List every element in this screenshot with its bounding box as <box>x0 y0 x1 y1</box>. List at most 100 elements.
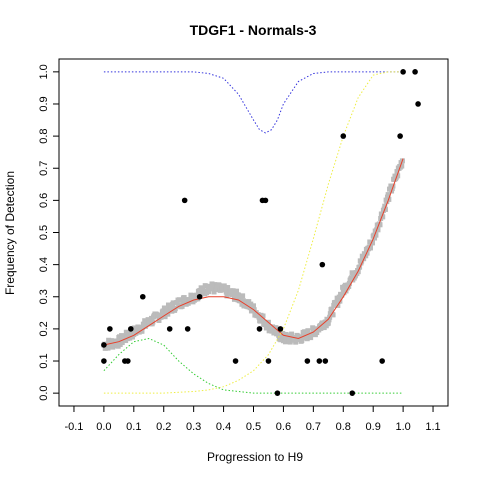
gray-band-point <box>367 245 373 251</box>
gray-band-point <box>293 339 299 345</box>
data-point <box>397 133 403 139</box>
data-point <box>262 197 269 204</box>
gray-band-point <box>349 270 355 276</box>
y-axis-label: Frequency of Detection <box>3 171 17 295</box>
data-point <box>400 69 406 75</box>
data-point <box>304 358 311 364</box>
gray-band-point <box>372 235 378 241</box>
gray-band-point <box>385 192 391 198</box>
blue-dotted-line <box>103 71 404 134</box>
x-tick-label: 0.9 <box>366 421 381 433</box>
gray-band-point <box>289 331 295 337</box>
y-tick-label: 0.2 <box>38 321 50 336</box>
data-point <box>184 326 191 332</box>
chart-title: TDGF1 - Normals-3 <box>190 22 317 38</box>
gray-band-point <box>251 303 256 309</box>
y-tick-label: 0.9 <box>38 96 50 111</box>
gray-band-point <box>282 339 288 345</box>
gray-band-point <box>105 345 111 351</box>
gray-band-point <box>305 328 311 334</box>
gray-band-point <box>278 337 284 343</box>
plot-area <box>101 69 421 396</box>
x-axis: -0.1 0.0 0.1 0.2 0.3 0.4 0.5 0.6 0.7 0.8 0.9 1.0 1.1 <box>64 406 441 433</box>
gray-band-point <box>233 288 239 294</box>
y-tick-label: 0.7 <box>38 161 50 176</box>
gray-band-point <box>127 329 133 335</box>
data-point <box>349 390 356 396</box>
x-tick-label: 0.1 <box>126 421 141 433</box>
gray-band-point <box>127 335 133 341</box>
gray-band-point <box>260 313 266 319</box>
data-point <box>196 293 203 300</box>
gray-band-point <box>202 283 208 289</box>
gray-band-point <box>394 169 400 175</box>
gray-band-point <box>395 173 401 179</box>
gray-band-point <box>299 335 305 341</box>
y-tick-label: 1.0 <box>38 64 50 79</box>
y-tick-label: 0.3 <box>38 289 50 304</box>
gray-band-point <box>197 291 203 297</box>
gray-band-point <box>106 337 112 343</box>
gray-band-point <box>160 308 166 314</box>
gray-band-point <box>180 298 186 304</box>
data-point <box>379 358 385 364</box>
gray-band-point <box>209 281 215 287</box>
gray-band-point <box>382 203 388 209</box>
data-point <box>412 69 418 75</box>
gray-band-point <box>188 292 194 298</box>
gray-band-point <box>142 318 148 324</box>
x-tick-label: 0.6 <box>276 421 291 433</box>
data-point <box>274 390 281 396</box>
gray-band-point <box>259 316 265 322</box>
gray-band-point <box>340 286 346 292</box>
gray-band-point <box>271 330 277 336</box>
data-point <box>322 358 329 364</box>
gray-band-point <box>343 288 349 294</box>
gray-band-point <box>373 232 379 238</box>
data-point <box>107 326 113 332</box>
gray-band-point <box>181 295 187 301</box>
y-tick-label: 0.0 <box>38 385 50 400</box>
data-point <box>101 342 107 348</box>
data-point <box>139 293 146 300</box>
gray-band-point <box>314 329 320 335</box>
gray-band-point <box>330 312 336 318</box>
gray-band-point <box>206 289 212 295</box>
x-tick-label: 1.1 <box>425 421 440 433</box>
gray-band-point <box>224 293 230 299</box>
gray-band-point <box>326 317 332 323</box>
gray-band-point <box>382 206 388 212</box>
gray-band-point <box>162 314 168 320</box>
gray-band-point <box>225 285 231 291</box>
data-point <box>181 197 188 204</box>
gray-band-point <box>119 340 125 346</box>
gray-band-point <box>375 227 381 233</box>
gray-band-point <box>139 328 145 334</box>
gray-band-point <box>280 330 286 336</box>
gray-band-point <box>308 335 314 341</box>
x-tick-label: 0.0 <box>96 421 111 433</box>
data-point <box>101 358 107 364</box>
y-tick-label: 0.4 <box>38 257 50 272</box>
x-tick-label: 0.8 <box>336 421 351 433</box>
gray-band-point <box>156 317 162 323</box>
gray-band-point <box>231 290 237 296</box>
data-point <box>128 326 134 332</box>
data-point <box>166 326 173 332</box>
gray-band-point <box>179 303 185 309</box>
yellow-dotted-line <box>103 71 404 394</box>
x-tick-label: 1.0 <box>395 421 410 433</box>
y-tick-label: 0.8 <box>38 128 50 143</box>
gray-band-point <box>399 163 405 169</box>
gray-band-point <box>168 305 174 311</box>
gray-band-point <box>267 323 273 329</box>
data-point <box>125 358 131 364</box>
gray-band-point <box>299 338 305 344</box>
gray-band-point <box>279 334 285 340</box>
gray-band-point <box>211 289 217 295</box>
gray-band-point <box>346 283 352 289</box>
data-point <box>319 261 326 268</box>
